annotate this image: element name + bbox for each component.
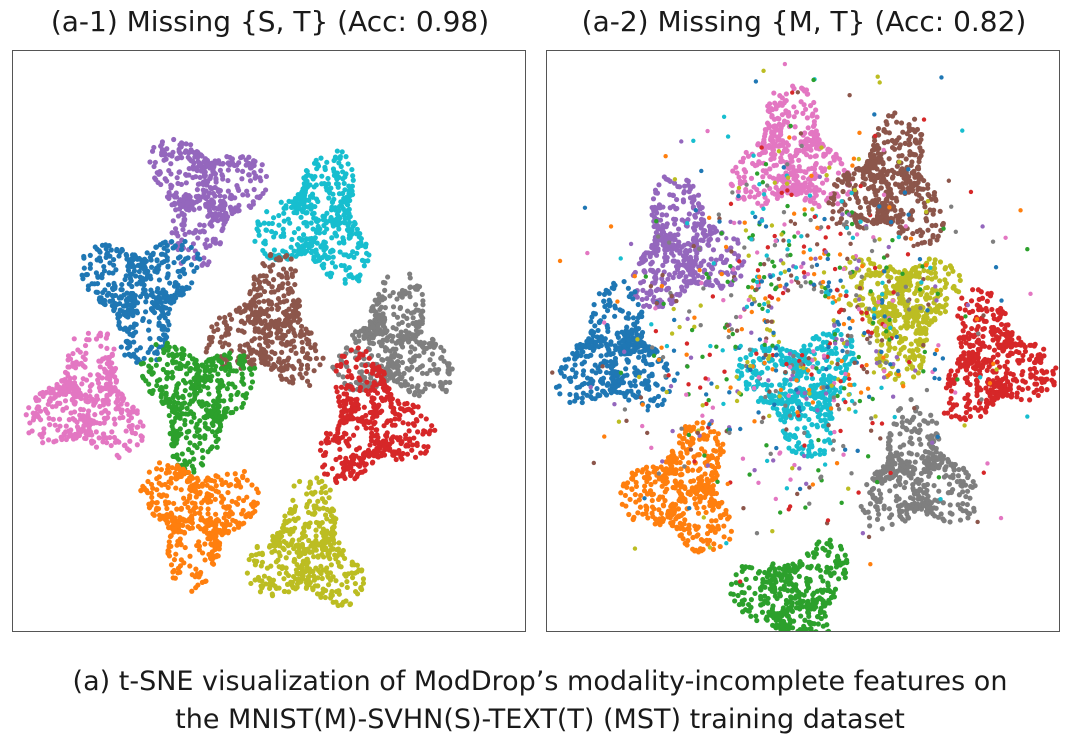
cluster-pink — [728, 83, 852, 210]
tsne-scatter-a2 — [550, 61, 1059, 631]
cluster-gray — [330, 271, 455, 399]
cluster-cyan — [252, 148, 372, 286]
tsne-plot-a1 — [12, 50, 526, 632]
cluster-blue — [79, 238, 203, 365]
cluster-green — [728, 537, 850, 631]
cluster-red — [317, 345, 438, 486]
cluster-pink — [23, 330, 146, 461]
panel-a1-title: (a-1) Missing {S, T} (Acc: 0.98) — [50, 5, 490, 38]
tsne-scatter-a1 — [23, 136, 455, 609]
cluster-brown — [203, 251, 326, 389]
cluster-green — [138, 340, 258, 476]
cluster-olive — [842, 256, 963, 387]
cluster-brown — [826, 110, 946, 247]
cluster-orange — [618, 420, 734, 555]
tsne-plot-a2 — [546, 50, 1060, 632]
figure-caption-line-2: the MNIST(M)-SVHN(S)-TEXT(T) (MST) train… — [175, 704, 905, 735]
figure-caption-line-1: (a) t-SNE visualization of ModDrop’s mod… — [72, 666, 1008, 697]
panel-a2-title: (a-2) Missing {M, T} (Acc: 0.82) — [581, 5, 1027, 38]
cluster-olive — [244, 475, 367, 609]
mixed-points — [550, 61, 1033, 584]
cluster-red — [941, 287, 1059, 423]
cluster-purple — [630, 174, 747, 310]
cluster-orange — [138, 460, 261, 594]
